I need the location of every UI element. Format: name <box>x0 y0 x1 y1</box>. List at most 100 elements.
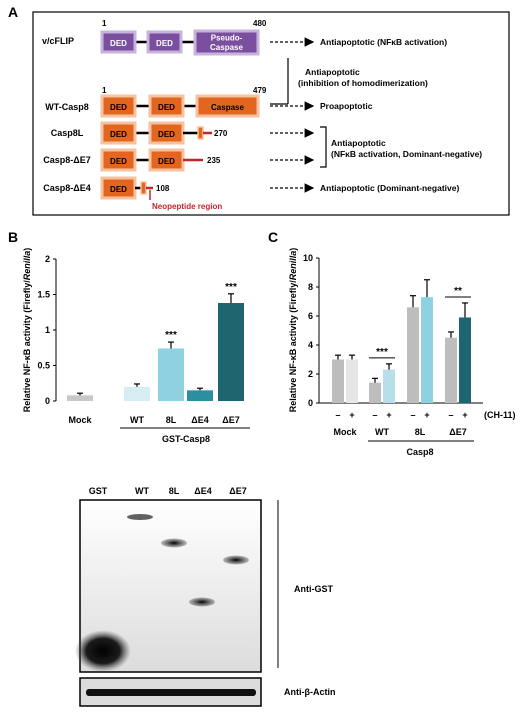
bar-8L-minus <box>407 307 419 403</box>
panel-label-c: C <box>268 229 278 245</box>
ded-domain <box>100 30 137 54</box>
row-name: Casp8L <box>51 128 84 138</box>
domain-label: DED <box>110 103 127 112</box>
end-label: 235 <box>207 156 221 165</box>
domain-label: DED <box>156 39 173 48</box>
domain-label: DED <box>110 39 127 48</box>
ded-domain <box>100 94 137 118</box>
row-name: Casp8-ΔE7 <box>43 155 91 165</box>
arrow-label: Antiapoptotic (Dominant-negative) <box>320 183 459 193</box>
group-label: GST-Casp8 <box>162 434 210 444</box>
end-label: 479 <box>253 86 267 95</box>
x-tick-label: ΔE7 <box>449 427 466 437</box>
x-tick-label: ΔE4 <box>191 415 208 425</box>
y-tick-label: 0 <box>308 398 313 408</box>
bar-8L <box>158 348 184 401</box>
end-label: 480 <box>253 19 267 28</box>
caspase-domain <box>195 94 260 118</box>
panel-label-b: B <box>8 229 18 245</box>
treatment-label: – <box>448 410 453 420</box>
bar-8L-plus <box>421 297 433 403</box>
x-tick-label: 8L <box>166 415 177 425</box>
row-name: WT-Casp8 <box>45 102 89 112</box>
band-de4 <box>189 597 215 607</box>
arrow-label: Antiapoptotic (NFκB activation) <box>320 37 447 47</box>
band-gst <box>75 630 131 672</box>
y-tick-label: 0.5 <box>37 361 50 371</box>
bracket-text: (inhibition of homodimerization) <box>298 78 428 88</box>
bracket-dominant-negative: Antiapoptotic (NFκB activation, Dominant… <box>320 126 482 168</box>
ded-domain <box>146 30 183 54</box>
row-casp8l: Casp8L DED DED 270 <box>51 121 315 145</box>
treatment-label: – <box>335 410 340 420</box>
y-tick-label: 2 <box>308 369 313 379</box>
x-tick-label: WT <box>375 427 389 437</box>
y-tick-label: 10 <box>303 253 313 263</box>
y-axis-label: Relative NF-κB activity (Firefly/Renilla… <box>22 248 32 413</box>
ded-domain <box>100 121 137 145</box>
bar-ΔE7 <box>218 303 244 401</box>
domain-label: DED <box>158 130 175 139</box>
bar-ΔE7-plus <box>459 317 471 403</box>
band-wt <box>127 514 153 520</box>
bar-Mock-minus <box>332 359 344 403</box>
significance-label: *** <box>165 330 177 341</box>
bar-Mock-plus <box>346 359 358 403</box>
bar-Mock <box>67 395 93 401</box>
bar-ΔE7-minus <box>445 337 457 403</box>
y-tick-label: 6 <box>308 311 313 321</box>
treatment-label: + <box>386 410 391 420</box>
row-wt-casp8: 1 479 WT-Casp8 DED DED Caspase Proapopto… <box>45 86 373 118</box>
bar-WT-plus <box>383 369 395 403</box>
bar-WT <box>124 386 150 401</box>
lane-label: GST <box>89 486 108 496</box>
domain-label: DED <box>158 157 175 166</box>
treatment-axis-label: (CH-11) <box>484 410 516 420</box>
significance-label: *** <box>225 282 237 293</box>
band-8l <box>161 538 187 548</box>
blot-label-actin: Anti-β-Actin <box>284 687 335 697</box>
panel-a-frame <box>32 11 510 216</box>
end-label: 108 <box>156 184 170 193</box>
bracket-text: (NFκB activation, Dominant-negative) <box>331 149 482 159</box>
chart-c: 0 2 4 6 8 10 Relative NF-κB activity (Firefly/… <box>288 248 516 457</box>
domain-label: DED <box>110 130 127 139</box>
neopeptide-label: Neopeptide region <box>152 202 222 211</box>
arrow-label: Proapoptotic <box>320 101 373 111</box>
treatment-label: – <box>410 410 415 420</box>
ded-stub <box>140 181 147 195</box>
lane-label: 8L <box>169 486 180 496</box>
x-tick-label: ΔE7 <box>222 415 239 425</box>
lane-label: ΔE7 <box>229 486 246 496</box>
blot-label-gst: Anti-GST <box>294 584 333 594</box>
ded-domain <box>100 148 137 172</box>
row-vflip: v/cFLIP 1 480 DED DED Pseudo- Caspase An… <box>42 19 447 56</box>
bracket-homodimerization: Antiapoptotic (inhibition of homodimeriz… <box>270 58 428 105</box>
row-name: v/cFLIP <box>42 36 74 46</box>
chart-b: 0 0.5 1 1.5 2 Relative NF-κB activity (Firefl… <box>22 248 250 444</box>
y-tick-label: 1.5 <box>37 290 50 300</box>
bar-WT-minus <box>369 382 381 403</box>
band-actin <box>86 689 256 696</box>
start-label: 1 <box>102 86 107 95</box>
lane-label: WT <box>135 486 149 496</box>
panel-label-a: A <box>8 4 18 20</box>
bar-ΔE4 <box>187 390 213 401</box>
treatment-label: + <box>349 410 354 420</box>
y-tick-label: 8 <box>308 282 313 292</box>
treatment-label: + <box>462 410 467 420</box>
domain-label: DED <box>110 157 127 166</box>
x-tick-label: WT <box>130 415 144 425</box>
treatment-label: – <box>372 410 377 420</box>
start-label: 1 <box>102 19 107 28</box>
y-tick-label: 2 <box>45 254 50 264</box>
bracket-text: Antiapoptotic <box>305 67 360 77</box>
bracket-text: Antiapoptotic <box>331 138 386 148</box>
significance-label: ** <box>454 286 462 297</box>
row-casp8-de4: Casp8-ΔE4 DED 108 Neopeptide region Anti… <box>43 176 459 211</box>
pseudo-caspase-domain <box>193 29 260 56</box>
y-tick-label: 0 <box>45 396 50 406</box>
y-axis-label: Relative NF-κB activity (Firefly/Renilla… <box>288 248 298 413</box>
y-tick-label: 1 <box>45 325 50 335</box>
